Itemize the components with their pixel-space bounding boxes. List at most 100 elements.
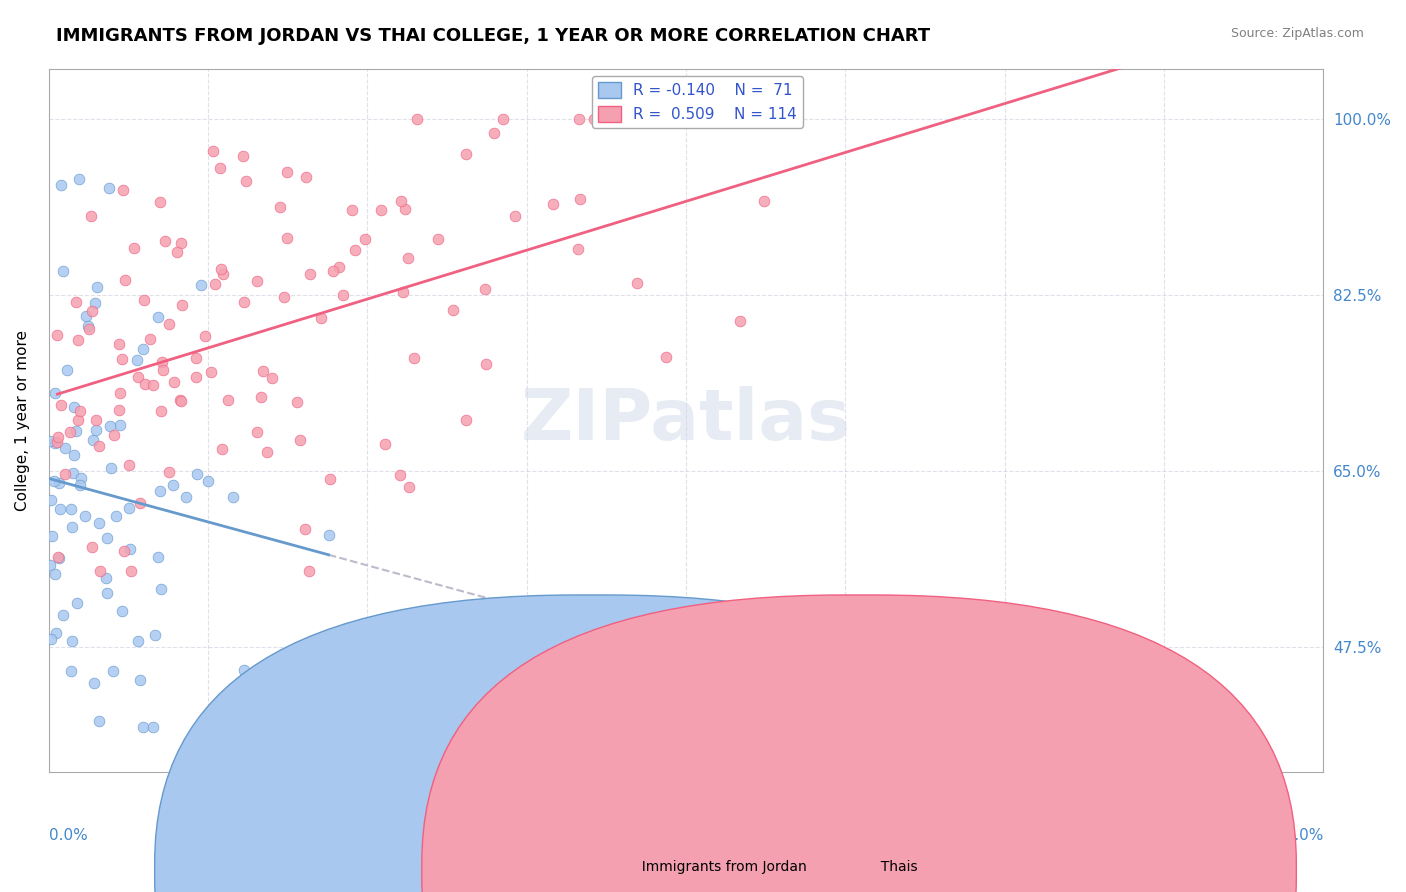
Point <box>100 461 122 475</box>
Point <box>39 493 62 508</box>
Point <box>262 371 284 385</box>
Point <box>157 465 180 479</box>
Point <box>101 664 124 678</box>
Point <box>152 354 174 368</box>
Point <box>60 519 83 533</box>
Point <box>67 413 90 427</box>
Point <box>82 433 104 447</box>
Point <box>127 370 149 384</box>
Point <box>148 549 170 564</box>
Point <box>212 267 235 281</box>
Point <box>117 500 139 515</box>
Point <box>174 491 197 505</box>
Point <box>209 262 232 277</box>
Point <box>626 277 648 291</box>
Point <box>89 516 111 530</box>
Point <box>152 362 174 376</box>
Point <box>122 241 145 255</box>
Point <box>149 483 172 498</box>
Point <box>65 424 87 438</box>
Point <box>406 112 429 126</box>
Point <box>398 480 420 494</box>
Point <box>454 413 477 427</box>
Point <box>184 351 207 366</box>
Point <box>172 298 194 312</box>
Point <box>194 329 217 343</box>
Point <box>145 628 167 642</box>
Point <box>117 458 139 472</box>
Point <box>344 243 367 257</box>
Point <box>246 274 269 288</box>
Point <box>127 634 149 648</box>
Point <box>87 439 110 453</box>
Point <box>134 376 156 391</box>
Point <box>318 528 340 542</box>
Text: 80.0%: 80.0% <box>1275 828 1323 843</box>
Point <box>49 178 72 192</box>
Point <box>166 244 188 259</box>
Point <box>297 564 319 578</box>
Point <box>73 509 96 524</box>
Text: 0.0%: 0.0% <box>49 828 87 843</box>
Point <box>322 264 344 278</box>
Point <box>285 395 308 409</box>
Point <box>232 294 254 309</box>
Point <box>475 357 498 371</box>
Point <box>112 184 135 198</box>
Point <box>59 501 82 516</box>
Point <box>269 200 291 214</box>
Point <box>63 400 86 414</box>
Point <box>149 194 172 209</box>
Point <box>84 413 107 427</box>
Point <box>65 295 87 310</box>
Point <box>89 564 111 578</box>
Point <box>53 442 76 456</box>
Point <box>44 435 66 450</box>
Point <box>276 165 298 179</box>
Point <box>157 317 180 331</box>
Point <box>170 393 193 408</box>
Point <box>256 445 278 459</box>
Point <box>370 202 392 217</box>
Point <box>186 370 208 384</box>
Point <box>441 302 464 317</box>
Point <box>46 327 69 342</box>
Point <box>482 126 505 140</box>
Point <box>41 528 63 542</box>
Text: Source: ZipAtlas.com: Source: ZipAtlas.com <box>1230 27 1364 40</box>
Point <box>186 467 208 482</box>
Point <box>389 467 412 482</box>
Point <box>728 314 751 328</box>
Point <box>402 351 425 365</box>
Point <box>108 385 131 400</box>
Point <box>86 280 108 294</box>
Point <box>474 282 496 296</box>
Point <box>129 496 152 510</box>
Point <box>235 173 257 187</box>
Point <box>98 418 121 433</box>
Point <box>103 428 125 442</box>
Point <box>276 231 298 245</box>
Point <box>79 322 101 336</box>
Point <box>67 171 90 186</box>
Point <box>132 342 155 356</box>
Point <box>568 112 591 126</box>
Text: Immigrants from Jordan: Immigrants from Jordan <box>633 860 807 874</box>
Point <box>150 582 173 596</box>
Point <box>39 434 62 449</box>
Point <box>44 386 66 401</box>
Point <box>98 181 121 195</box>
Point <box>392 285 415 299</box>
Point <box>108 418 131 433</box>
Point <box>153 235 176 249</box>
Point <box>567 242 589 256</box>
Point <box>273 290 295 304</box>
Point <box>104 508 127 523</box>
Point <box>114 273 136 287</box>
Point <box>46 435 69 450</box>
Point <box>162 478 184 492</box>
Point <box>46 549 69 564</box>
Point <box>111 605 134 619</box>
Point <box>163 376 186 390</box>
Point <box>112 543 135 558</box>
